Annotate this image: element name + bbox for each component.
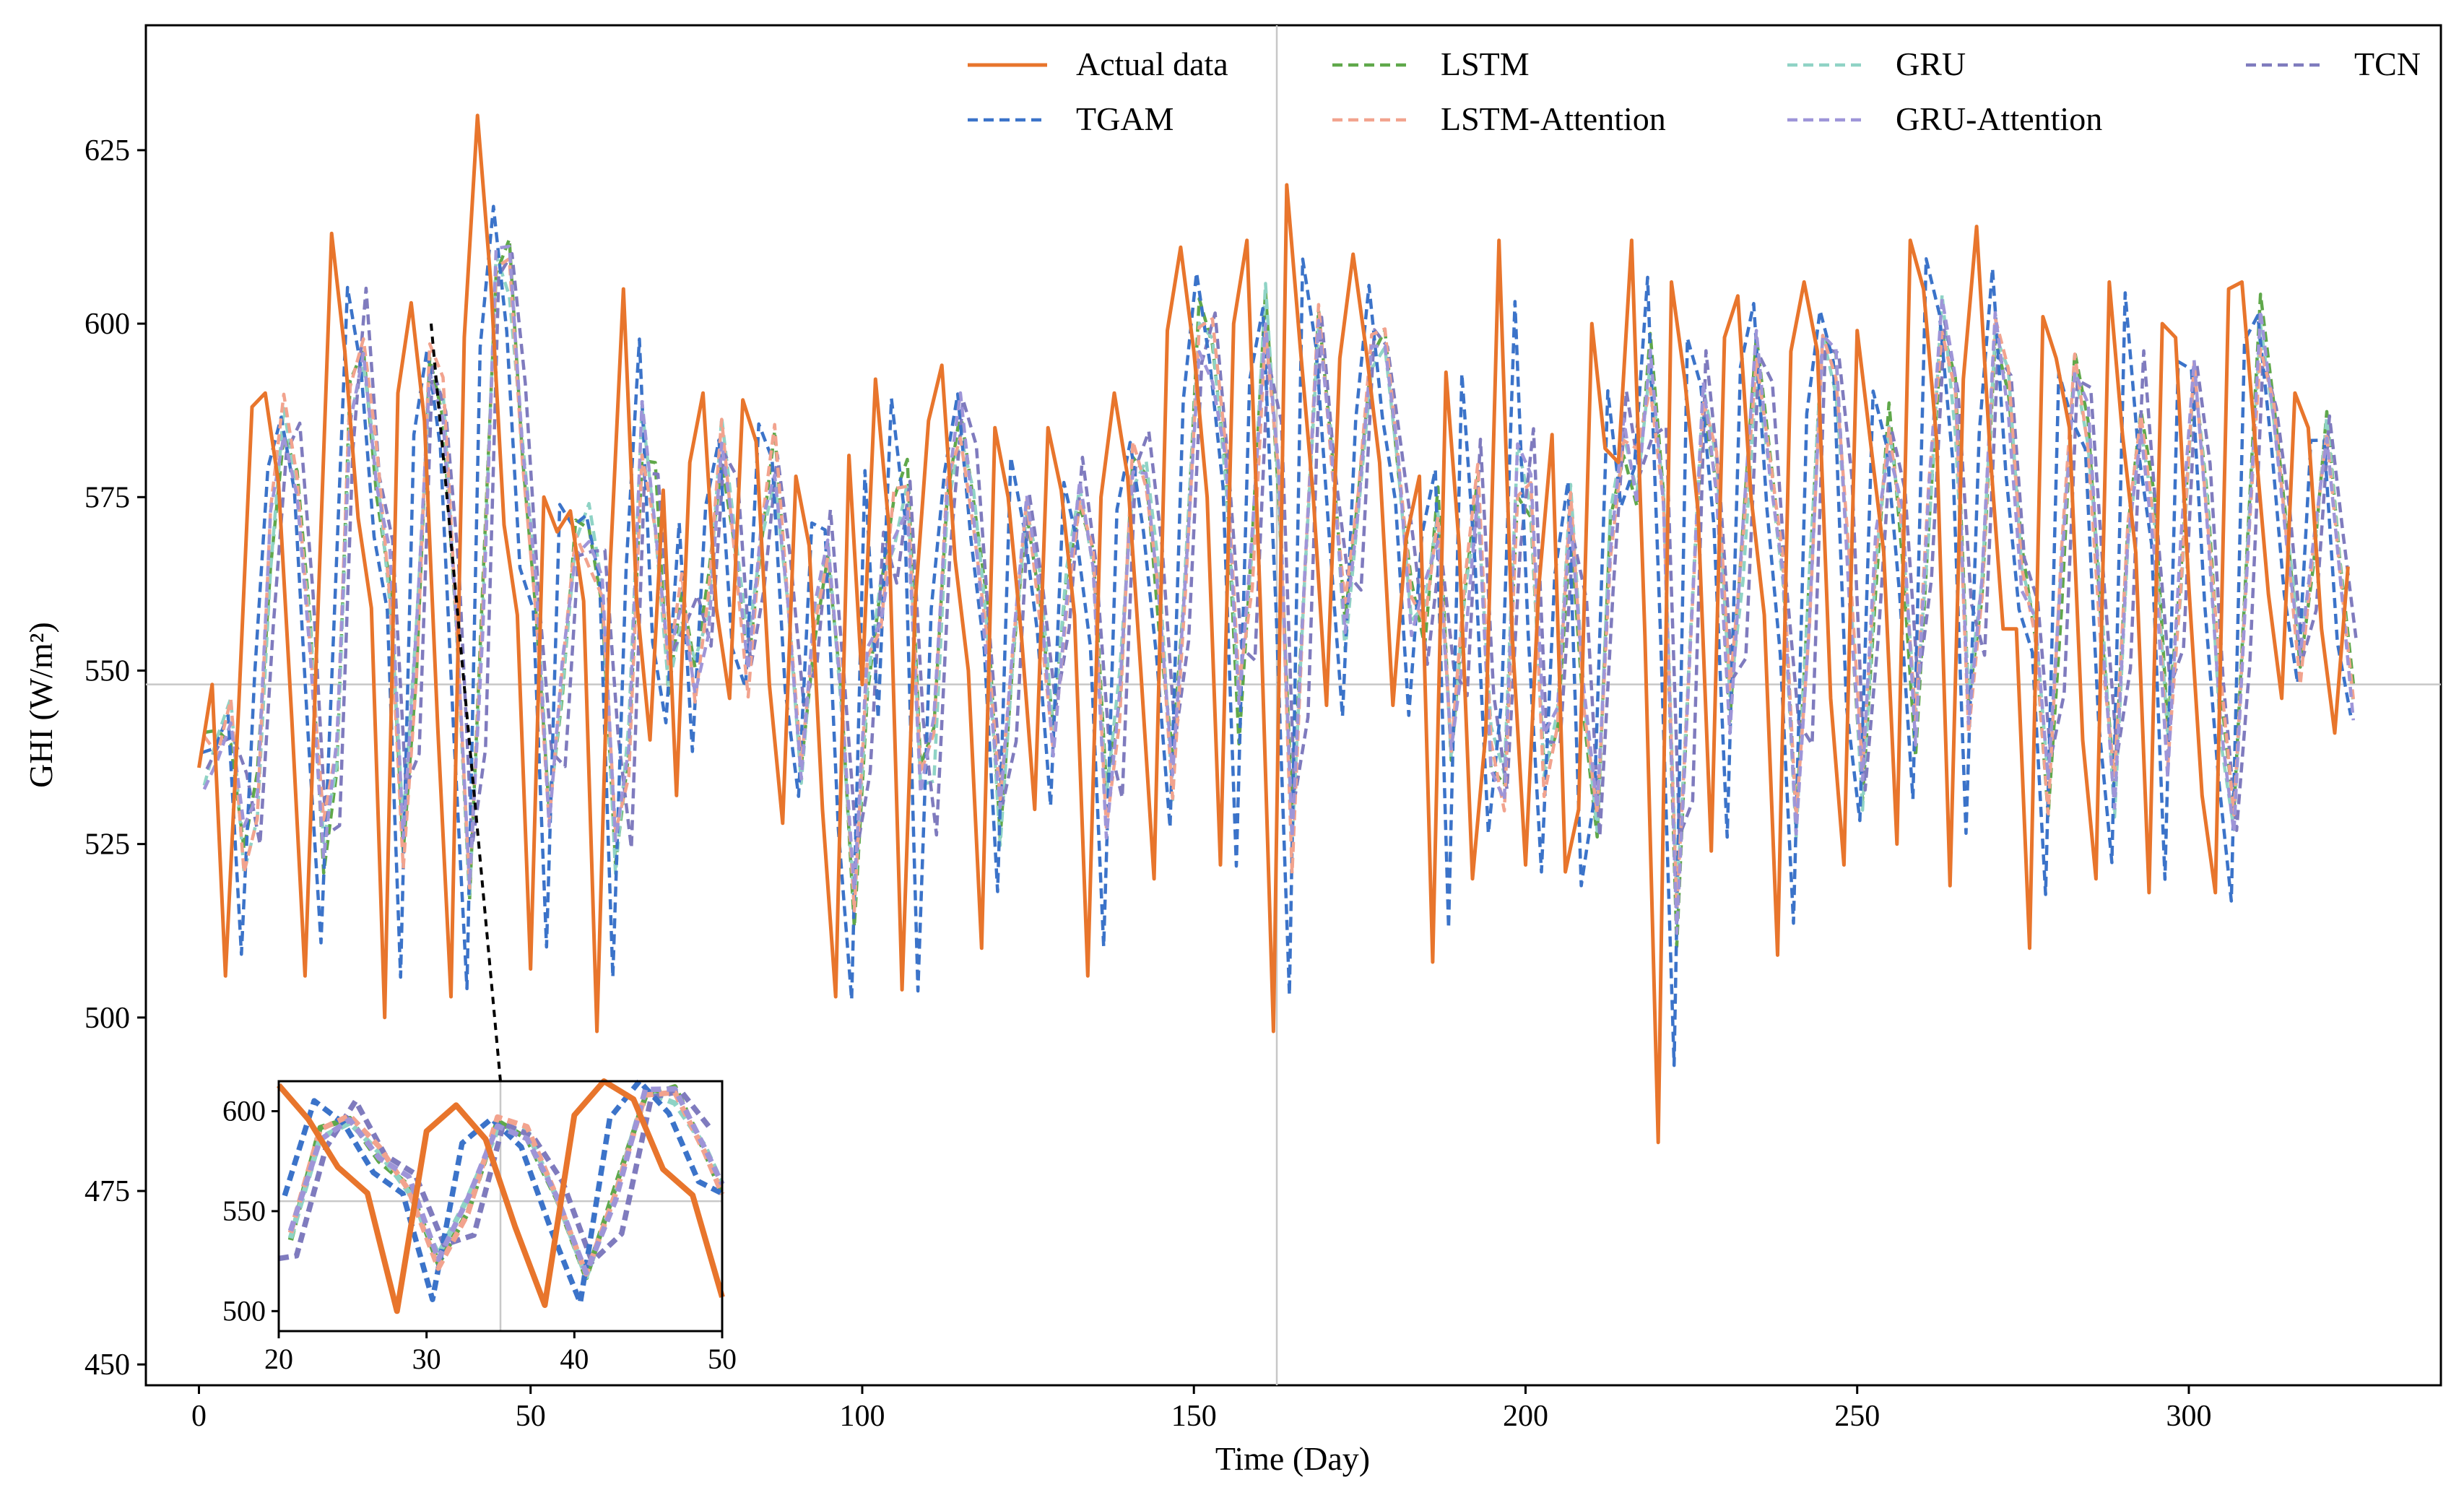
series-line-gru-attention [202, 244, 2356, 935]
inset-y-tick-label: 550 [222, 1195, 266, 1227]
main-tick-marks [137, 149, 2190, 1394]
y-tick-label: 450 [84, 1348, 130, 1382]
inset-series-group [276, 1078, 725, 1314]
main-tick-labels: 0 50 100 150 200 250 300 450 475 500 525 550 575 600 6… [84, 134, 2211, 1433]
inset-tick-marks [272, 1110, 724, 1338]
y-tick-label: 550 [84, 654, 130, 688]
y-tick-label: 525 [84, 828, 130, 862]
series-line-tgam [201, 204, 2353, 1067]
legend-label-tcn: TCN [2354, 46, 2421, 82]
inset-y-tick-label: 600 [222, 1095, 266, 1127]
legend-item-gru-attention: GRU-Attention [1787, 100, 2102, 137]
inset-series-line-gru-attention [287, 1086, 725, 1276]
inset-x-tick-label: 50 [708, 1343, 737, 1375]
legend-label-gru: GRU [1896, 46, 1966, 82]
y-tick-label: 625 [84, 134, 130, 168]
y-tick-label: 500 [84, 1002, 130, 1035]
y-tick-label: 475 [84, 1175, 130, 1208]
main-series-group [197, 113, 2358, 1145]
x-tick-label: 300 [2166, 1400, 2211, 1433]
y-axis-title: GHI (W/m²) [22, 622, 59, 788]
inset-series-line-lstm-attention [287, 1089, 725, 1277]
y-tick-label: 600 [84, 308, 130, 341]
x-tick-label: 200 [1503, 1400, 1548, 1433]
y-tick-label: 575 [84, 481, 130, 514]
legend-label-lstm-attention: LSTM-Attention [1441, 100, 1666, 137]
inset-x-tick-label: 40 [560, 1343, 589, 1375]
x-tick-label: 150 [1171, 1400, 1217, 1433]
legend-item-actual-data: Actual data [968, 46, 1228, 82]
legend-label-lstm: LSTM [1441, 46, 1530, 82]
legend-label-actual-data: Actual data [1076, 46, 1228, 82]
series-line-actual-data [197, 113, 2350, 1145]
inset-series-line-actual-data [276, 1078, 725, 1314]
legend-item-lstm: LSTM [1332, 46, 1530, 82]
inset-series-line-tcn [278, 1088, 713, 1265]
legend-item-tgam: TGAM [968, 100, 1174, 137]
legend-item-lstm-attention: LSTM-Attention [1332, 100, 1666, 137]
x-tick-label: 0 [191, 1400, 207, 1433]
inset-tick-labels: 20 30 40 50 500 550 600 [222, 1095, 737, 1375]
x-tick-label: 100 [839, 1400, 885, 1433]
inset-connector-line [429, 323, 502, 1082]
x-tick-label: 50 [516, 1400, 546, 1433]
inset-series-line-tgam [282, 1078, 724, 1306]
legend-item-tcn: TCN [2246, 46, 2421, 82]
legend-item-gru: GRU [1787, 46, 1966, 82]
x-tick-label: 250 [1834, 1400, 1880, 1433]
inset-x-tick-label: 20 [264, 1343, 293, 1375]
legend: Actual data LSTM GRU TCN TGAM LSTM-Attention G… [968, 46, 2421, 137]
inset-y-tick-label: 500 [222, 1294, 266, 1327]
legend-label-gru-attention: GRU-Attention [1896, 100, 2102, 137]
inset-x-tick-label: 30 [412, 1343, 441, 1375]
legend-label-tgam: TGAM [1076, 100, 1174, 137]
inset-zoom-panel: 20 30 40 50 500 550 600 [222, 1078, 737, 1375]
x-axis-title: Time (Day) [1215, 1440, 1370, 1477]
inset-frame [277, 1080, 724, 1333]
